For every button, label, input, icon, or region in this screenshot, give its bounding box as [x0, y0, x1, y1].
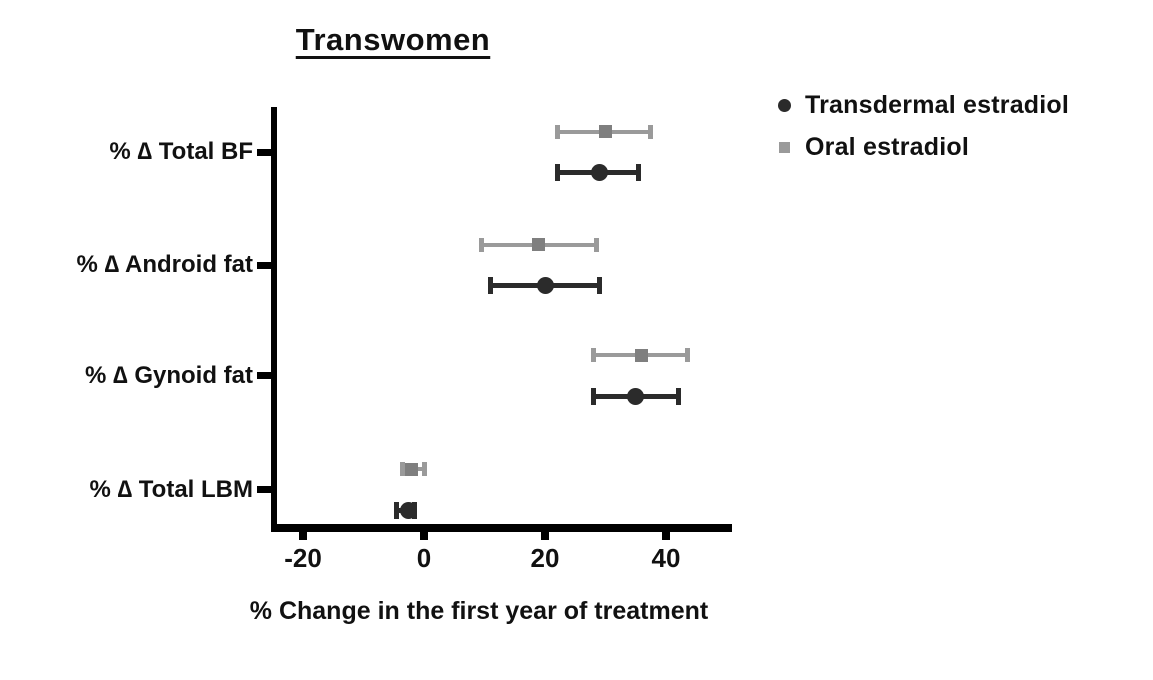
category-tick [257, 372, 271, 379]
data-point-square [532, 238, 546, 251]
data-point-circle [400, 501, 418, 519]
filled-circle-icon [778, 98, 791, 112]
x-axis [271, 524, 732, 532]
legend: Transdermal estradiol Oral estradiol [777, 90, 1069, 174]
category-tick [257, 261, 271, 269]
category-label: % ∆ Total LBM [89, 475, 253, 503]
error-bar-cap-right [684, 348, 690, 362]
error-bar-cap-right [648, 124, 654, 139]
category-label: % ∆ Total BF [109, 138, 253, 165]
x-axis-label: % Change in the first year of treatment [249, 597, 709, 625]
x-tick [662, 531, 670, 540]
error-bar-cap-left [394, 501, 400, 519]
legend-marker-box [777, 141, 792, 153]
error-bar-cap-left [478, 237, 484, 252]
error-bar-cap-right [593, 237, 599, 252]
legend-marker-box [777, 98, 792, 112]
category-tick [257, 486, 271, 493]
legend-label-transdermal: Transdermal estradiol [805, 90, 1070, 119]
category-label: % ∆ Gynoid fat [84, 361, 253, 389]
legend-item-transdermal-estradiol: Transdermal estradiol [777, 90, 1069, 120]
y-axis [271, 107, 277, 532]
x-tick-label: 0 [416, 543, 432, 573]
error-bar-cap-left [488, 277, 494, 294]
x-tick [299, 531, 307, 540]
error-bar-cap-right [675, 387, 681, 405]
data-point-circle [590, 164, 608, 181]
error-bar-cap-left [590, 348, 596, 362]
error-bar-cap-left [590, 387, 596, 405]
x-tick-label: 20 [530, 543, 560, 573]
filled-square-icon [779, 141, 790, 153]
x-tick [420, 531, 428, 540]
error-bar-cap-left [400, 462, 406, 476]
error-bar-cap-right [421, 462, 427, 476]
data-point-circle [536, 277, 554, 294]
x-tick [541, 531, 549, 540]
error-bar-cap-right [596, 277, 602, 294]
legend-item-oral-estradiol: Oral estradiol [777, 132, 1069, 162]
legend-label-oral: Oral estradiol [805, 132, 969, 161]
x-tick-label: -20 [284, 543, 322, 573]
x-tick-label: 40 [651, 543, 681, 573]
category-label: % ∆ Android fat [76, 251, 253, 278]
error-bar-cap-left [554, 164, 560, 181]
chart-title: Transwomen [295, 22, 491, 57]
data-point-square [635, 348, 649, 362]
error-bar-cap-left [554, 124, 560, 139]
data-point-circle [627, 387, 645, 405]
data-point-square [405, 462, 419, 476]
error-bar-cap-right [636, 164, 642, 181]
data-point-square [599, 125, 612, 138]
category-tick [257, 148, 271, 156]
